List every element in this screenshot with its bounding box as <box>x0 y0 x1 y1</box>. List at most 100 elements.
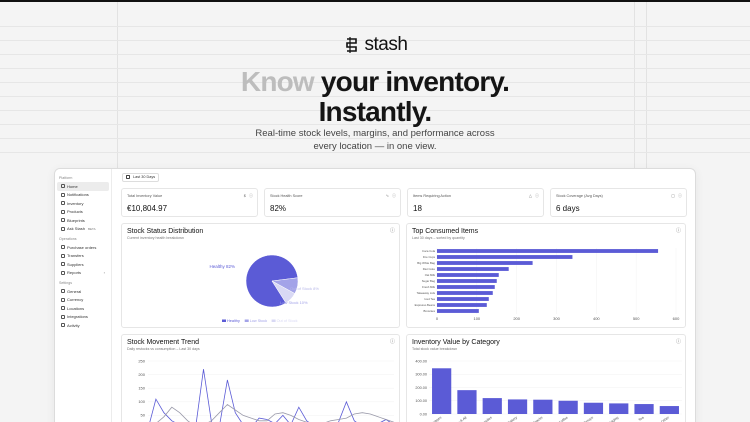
y-tick-label: Oat Milk <box>425 273 436 277</box>
bar[interactable] <box>437 297 489 301</box>
sidebar-item-currency[interactable]: Currency <box>57 296 109 305</box>
kpi-card: Stock Coverage (Avg Days) 6 days ▢ ⓘ <box>550 188 687 217</box>
stock-status-card: Stock Status Distribution Current invent… <box>121 223 400 328</box>
x-tick-label: Beverages <box>426 415 442 422</box>
y-tick-label: 200.00 <box>415 386 427 390</box>
sidebar-item-transfers[interactable]: Transfers <box>57 252 109 261</box>
kpi-card: Stock Health Score 82% ∿ ⓘ <box>264 188 401 217</box>
info-icon[interactable]: ⓘ <box>675 228 681 234</box>
sidebar-item-label: Blueprints <box>67 217 85 223</box>
sidebar-item-home[interactable]: Home <box>57 182 109 191</box>
card-title: Stock Status Distribution <box>127 228 204 235</box>
x-tick-label: 500 <box>633 316 640 321</box>
y-tick-label: Espresso Beans <box>415 303 436 307</box>
stash-logo-icon <box>345 37 357 53</box>
sidebar-item-label: Home <box>67 183 78 189</box>
sidebar-item-purchase-orders[interactable]: Purchase orders <box>57 243 109 252</box>
sidebar-item-label: Integrations <box>67 314 88 320</box>
nav-item-icon <box>61 306 65 311</box>
sidebar-item-blueprints[interactable]: Blueprints <box>57 216 109 225</box>
sidebar: Platform Home Notifications Inventory Produc… <box>55 169 112 422</box>
bar[interactable] <box>558 400 578 414</box>
sidebar-item-locations[interactable]: Locations <box>57 304 109 313</box>
hero-title-muted: Know <box>240 66 315 97</box>
card-title: Top Consumed Items <box>412 228 479 235</box>
bar[interactable] <box>457 390 477 414</box>
bar[interactable] <box>583 402 604 414</box>
sidebar-item-reports[interactable]: Reports › <box>57 269 109 278</box>
x-tick-label: Other <box>660 415 670 422</box>
nav-item-icon <box>61 209 65 214</box>
info-icon[interactable]: ⓘ <box>675 339 681 345</box>
bar[interactable] <box>437 255 573 259</box>
x-tick-label: 100 <box>473 316 480 321</box>
pie-chart: Healthy 82% Low Stock 10% Out of Stock 8% H… <box>209 254 319 323</box>
kpi-value: 6 days <box>556 204 580 213</box>
sidebar-item-ask-stash[interactable]: Ask Stash BETA <box>57 225 109 234</box>
bar[interactable] <box>437 285 495 289</box>
sidebar-item-suppliers[interactable]: Suppliers <box>57 260 109 269</box>
info-icon[interactable]: ⓘ <box>389 228 395 234</box>
sidebar-item-label: Ask Stash <box>67 226 86 232</box>
bar[interactable] <box>507 399 528 414</box>
nav-item-icon <box>61 245 65 250</box>
nav-item-icon <box>61 297 65 302</box>
bar[interactable] <box>437 279 497 283</box>
bar[interactable] <box>437 267 509 271</box>
kpi-value: €10,804.97 <box>127 204 168 213</box>
x-tick-label: Dairy & Alt <box>452 416 468 422</box>
sidebar-item-activity[interactable]: Activity <box>57 321 109 330</box>
info-icon[interactable]: ⓘ <box>678 193 682 198</box>
sidebar-section-title: Settings <box>59 281 72 285</box>
y-tick-label: Big White Bag <box>417 261 435 265</box>
kpi-metric-icon: ∿ <box>385 193 389 198</box>
dashboard-window: Platform Home Notifications Inventory Produc… <box>54 168 696 422</box>
y-tick-label: Fire Cups <box>423 255 436 259</box>
info-icon[interactable]: ⓘ <box>535 193 539 198</box>
bar[interactable] <box>432 368 452 414</box>
sidebar-item-notifications[interactable]: Notifications <box>57 191 109 200</box>
brand-logo[interactable]: stash <box>0 34 750 56</box>
sidebar-item-products[interactable]: Products <box>57 208 109 217</box>
pie-slice-out-of-stock[interactable] <box>271 280 296 304</box>
kpi-label: Items Requiring Action <box>413 194 451 198</box>
date-range-button[interactable]: Last 30 Days <box>122 172 160 182</box>
kpi-metric-icon: $ <box>243 193 246 198</box>
y-tick-label: Fresh Milk <box>422 285 435 289</box>
chevron-right-icon: › <box>103 270 105 276</box>
sidebar-item-general[interactable]: General <box>57 287 109 296</box>
bar[interactable] <box>437 261 533 265</box>
bar[interactable] <box>659 406 679 414</box>
kpi-value: 18 <box>413 204 422 213</box>
line-chart: 050100150200250Apr 01Apr 05Apr 09Apr 13A… <box>138 358 395 422</box>
slice-label: Healthy 82% <box>209 264 235 269</box>
bar[interactable] <box>634 404 654 414</box>
bar[interactable] <box>437 273 499 277</box>
bar[interactable] <box>437 309 479 313</box>
info-icon[interactable]: ⓘ <box>389 339 395 345</box>
stock-movement-card: Stock Movement Trend Daily restocks vs c… <box>121 334 400 422</box>
sidebar-item-label: Activity <box>67 322 80 328</box>
top-border <box>0 0 750 2</box>
bar[interactable] <box>533 399 553 414</box>
x-tick-label: Tea <box>638 416 645 422</box>
sidebar-item-inventory[interactable]: Inventory <box>57 199 109 208</box>
bar[interactable] <box>437 249 659 253</box>
bar[interactable] <box>437 291 493 295</box>
info-icon[interactable]: ⓘ <box>392 193 396 198</box>
kpi-card: Items Requiring Action 18 △ ⓘ <box>407 188 544 217</box>
bar[interactable] <box>437 303 487 307</box>
bar[interactable] <box>482 398 502 414</box>
legend-swatch <box>244 319 249 322</box>
slice-label: Low Stock 10% <box>280 300 308 305</box>
sidebar-item-integrations[interactable]: Integrations <box>57 313 109 322</box>
brand-name: stash <box>364 34 408 55</box>
series-line-0[interactable] <box>148 369 394 422</box>
nav-item-icon <box>61 184 65 189</box>
series-line-1[interactable] <box>148 403 395 422</box>
card-title: Inventory Value by Category <box>412 339 500 346</box>
info-icon[interactable]: ⓘ <box>249 193 253 198</box>
bar[interactable] <box>609 403 629 414</box>
y-tick-label: 0.00 <box>420 412 427 416</box>
legend-swatch <box>222 319 226 322</box>
